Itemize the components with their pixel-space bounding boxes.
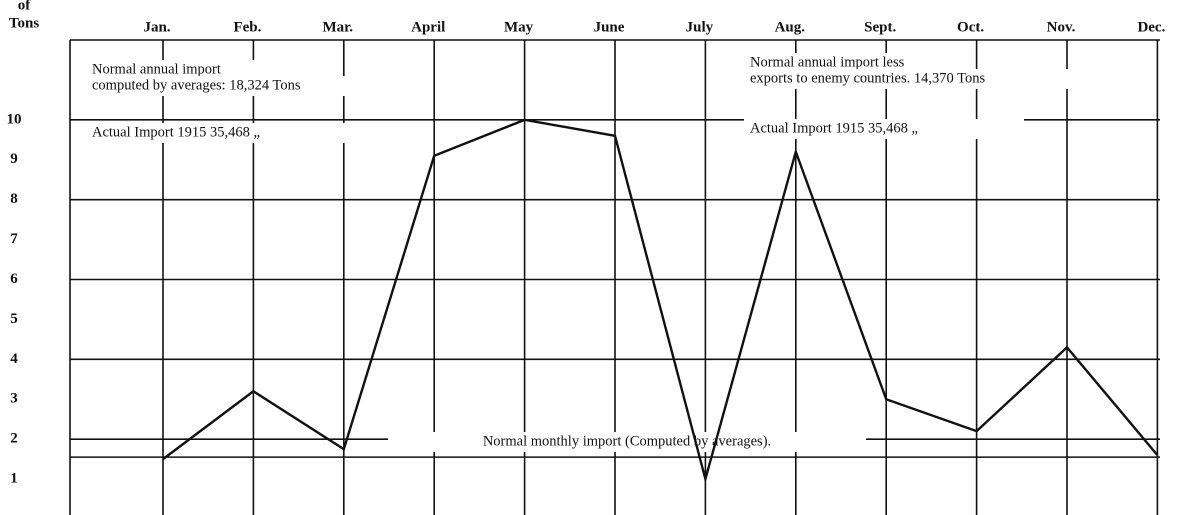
annotation: Normal annual import bbox=[92, 61, 221, 77]
annotation: exports to enemy countries. 14,370 Tons bbox=[750, 70, 985, 86]
x-tick-label: Feb. bbox=[233, 19, 261, 35]
x-tick-label: July bbox=[686, 19, 714, 35]
annotation: Normal annual import less bbox=[750, 54, 905, 70]
annotation: Actual Import 1915 35,468 „ bbox=[92, 124, 260, 140]
y-tick-label: 10 bbox=[7, 111, 22, 127]
y-tick-label: 1 bbox=[10, 471, 18, 487]
x-tick-label: Nov. bbox=[1047, 19, 1076, 35]
y-tick-label: 6 bbox=[10, 271, 18, 287]
normal-label: Normal monthly import (Computed by avera… bbox=[483, 433, 771, 449]
x-tick-label: Mar. bbox=[322, 19, 353, 35]
annotation: Actual Import 1915 35,468 „ bbox=[750, 120, 918, 136]
x-tick-label: May bbox=[504, 19, 534, 35]
series-line bbox=[162, 118, 1159, 484]
y-tick-label: 7 bbox=[10, 231, 18, 247]
x-tick-label: June bbox=[594, 19, 625, 35]
x-tick-label: April bbox=[411, 19, 445, 35]
annotation-bg bbox=[86, 76, 414, 96]
y-axis-label: Tons bbox=[9, 15, 39, 31]
annotation: computed by averages: 18,324 Tons bbox=[92, 77, 301, 93]
label-bg bbox=[388, 432, 866, 452]
x-tick-label: Sept. bbox=[864, 19, 896, 35]
y-axis-label: of bbox=[18, 0, 32, 13]
y-tick-label: 3 bbox=[10, 391, 18, 407]
annotation-bg bbox=[744, 53, 954, 73]
y-tick-label: 9 bbox=[10, 151, 18, 167]
x-tick-label: Oct. bbox=[957, 19, 984, 35]
x-tick-label: Dec. bbox=[1137, 19, 1165, 35]
annotation-bg bbox=[86, 60, 286, 80]
annotation-bg bbox=[744, 69, 1104, 89]
y-tick-label: 2 bbox=[10, 431, 18, 447]
annotation-bg bbox=[744, 119, 1024, 139]
x-tick-label: Aug. bbox=[775, 19, 806, 35]
y-tick-label: 5 bbox=[10, 311, 18, 327]
annotation-bg bbox=[86, 123, 386, 143]
y-tick-label: 8 bbox=[10, 191, 18, 207]
y-tick-label: 4 bbox=[10, 351, 18, 367]
x-tick-label: Jan. bbox=[143, 19, 170, 35]
